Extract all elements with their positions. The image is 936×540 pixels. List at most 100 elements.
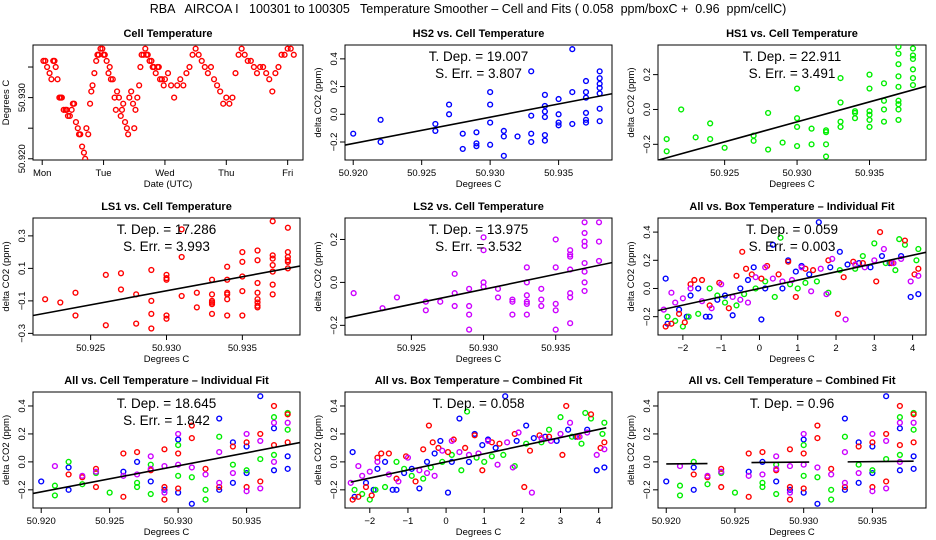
data-point bbox=[350, 290, 357, 297]
data-point bbox=[204, 70, 211, 77]
data-point bbox=[416, 485, 423, 492]
data-point bbox=[487, 141, 494, 148]
data-point bbox=[563, 402, 570, 410]
data-point bbox=[895, 45, 902, 50]
data-point bbox=[814, 435, 821, 442]
data-point bbox=[822, 129, 830, 136]
data-point bbox=[412, 478, 419, 485]
y-tick-label: 0.2 bbox=[17, 427, 28, 440]
y-tick-label: 0.0 bbox=[642, 455, 653, 468]
data-point bbox=[745, 493, 752, 500]
data-point bbox=[136, 82, 143, 89]
data-point bbox=[238, 45, 245, 52]
data-point bbox=[175, 450, 182, 457]
data-point bbox=[883, 485, 890, 492]
data-point bbox=[92, 468, 100, 475]
data-point bbox=[223, 94, 230, 101]
data-point bbox=[72, 289, 79, 296]
data-point bbox=[668, 289, 675, 296]
data-point bbox=[72, 312, 79, 319]
x-tick-label: 50.930 bbox=[164, 516, 193, 527]
fit-line bbox=[33, 441, 300, 495]
data-point bbox=[113, 88, 121, 95]
data-point bbox=[873, 278, 880, 285]
data-point bbox=[759, 471, 766, 478]
data-point bbox=[569, 46, 576, 53]
data-point bbox=[175, 436, 182, 443]
x-tick-label: Thu bbox=[218, 168, 234, 179]
y-tick-label: 0.4 bbox=[642, 225, 653, 238]
y-tick-label: 0.4 bbox=[329, 399, 340, 412]
data-point bbox=[393, 486, 400, 493]
data-point bbox=[581, 259, 588, 267]
data-point bbox=[226, 100, 233, 107]
data-point bbox=[855, 469, 862, 477]
data-point bbox=[161, 446, 168, 453]
data-point bbox=[132, 106, 139, 113]
y-tick-label: −0.2 bbox=[642, 307, 653, 326]
data-point bbox=[158, 76, 165, 83]
data-point bbox=[117, 270, 125, 277]
data-point bbox=[808, 141, 815, 148]
data-point bbox=[794, 285, 801, 292]
data-point bbox=[800, 485, 807, 492]
data-point bbox=[513, 437, 520, 445]
data-point bbox=[389, 486, 396, 493]
y-axis-label: delta CO2 (ppm) bbox=[313, 415, 324, 485]
data-point bbox=[909, 52, 917, 59]
data-point bbox=[487, 101, 494, 108]
data-point bbox=[721, 299, 729, 306]
data-point bbox=[148, 266, 155, 274]
data-point bbox=[147, 490, 154, 498]
data-point bbox=[71, 100, 78, 107]
data-point bbox=[58, 94, 65, 101]
plot-area bbox=[347, 393, 608, 503]
data-point bbox=[695, 310, 702, 317]
data-point bbox=[817, 265, 824, 272]
data-point bbox=[721, 144, 728, 151]
data-point bbox=[758, 316, 765, 323]
data-point bbox=[773, 490, 780, 498]
data-point bbox=[895, 97, 902, 104]
data-point bbox=[502, 393, 509, 400]
data-point bbox=[178, 292, 185, 300]
data-point bbox=[247, 57, 254, 65]
data-point bbox=[582, 116, 590, 123]
data-point bbox=[492, 444, 499, 452]
data-point bbox=[243, 430, 250, 438]
data-point bbox=[541, 91, 549, 98]
data-point bbox=[368, 492, 375, 499]
data-point bbox=[523, 300, 530, 307]
data-point bbox=[284, 465, 291, 472]
data-point bbox=[404, 454, 412, 461]
data-point bbox=[133, 458, 141, 465]
data-point bbox=[773, 465, 780, 472]
data-point bbox=[229, 94, 236, 101]
data-point bbox=[432, 120, 439, 128]
data-point bbox=[559, 451, 566, 458]
plot-frame bbox=[657, 217, 927, 336]
data-point bbox=[814, 422, 821, 429]
data-point bbox=[773, 453, 780, 460]
data-point bbox=[523, 311, 530, 318]
data-point bbox=[907, 293, 914, 301]
data-point bbox=[880, 245, 887, 253]
panel-title: All vs. Cell Temperature – Individual Fi… bbox=[64, 375, 269, 387]
data-point bbox=[725, 305, 732, 312]
data-point bbox=[601, 464, 608, 471]
data-point bbox=[257, 455, 264, 463]
y-tick-label: 0.2 bbox=[329, 80, 340, 93]
data-point bbox=[372, 486, 379, 493]
data-point bbox=[79, 472, 86, 479]
data-point bbox=[718, 468, 725, 475]
plot-frame bbox=[344, 391, 613, 509]
fit-line-segment bbox=[847, 460, 914, 463]
fit-line bbox=[350, 427, 607, 483]
data-point bbox=[596, 84, 603, 92]
data-point bbox=[871, 240, 878, 247]
data-point bbox=[880, 118, 888, 125]
data-point bbox=[687, 285, 694, 292]
data-point bbox=[909, 75, 917, 82]
data-point bbox=[202, 465, 209, 472]
data-point bbox=[161, 489, 168, 496]
